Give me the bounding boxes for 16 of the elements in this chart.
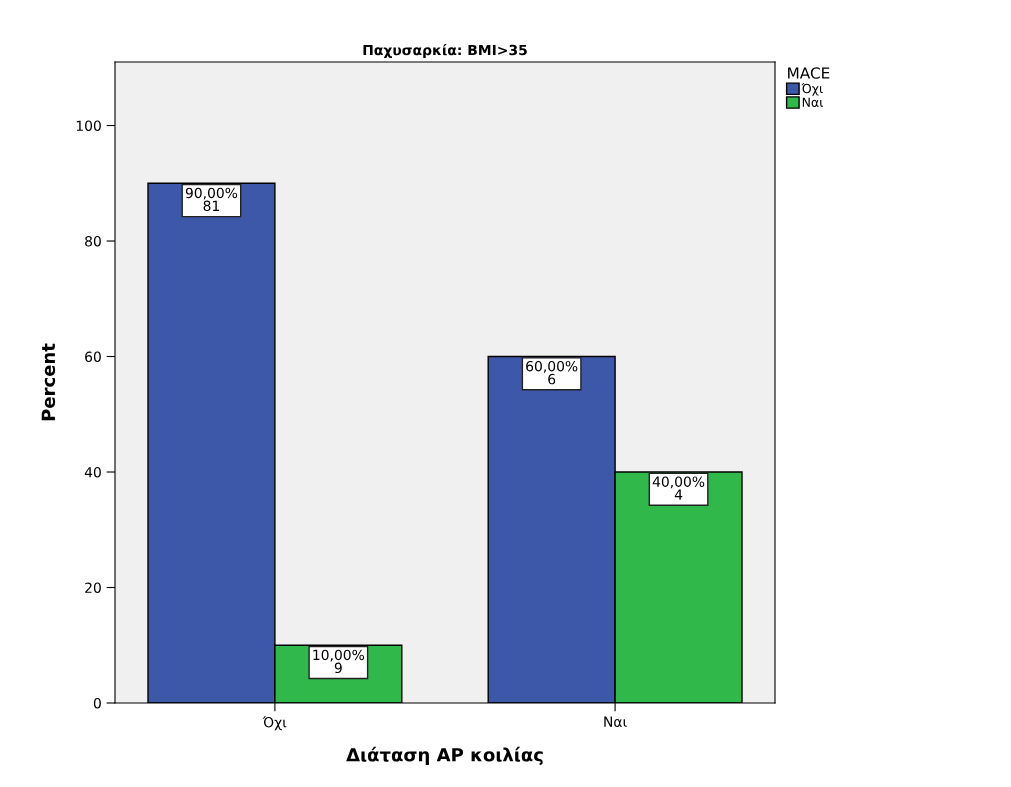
y-tick-label: 60 xyxy=(85,351,101,362)
y-tick-label: 0 xyxy=(93,697,101,709)
y-tick-label: 40 xyxy=(84,466,101,478)
legend-title: MACE xyxy=(788,67,830,79)
chart-title: Παχυσαρκία: BMI>35 xyxy=(363,43,527,58)
y-axis-title: Percent xyxy=(41,343,56,421)
x-axis-title: Διάταση AP κοιλίας xyxy=(346,746,543,766)
legend-label: Όχι xyxy=(801,83,823,96)
legend-label: Ναι xyxy=(802,97,823,107)
data-label: 40,00% 4 xyxy=(652,476,705,500)
data-label: 60,00% 6 xyxy=(526,360,578,385)
data-label: 10,00% 9 xyxy=(313,649,365,674)
y-tick-label: 20 xyxy=(85,582,101,593)
y-tick-label: 80 xyxy=(85,235,101,247)
y-tick-label: 100 xyxy=(76,120,101,131)
data-label: 90,00% 81 xyxy=(185,187,238,212)
